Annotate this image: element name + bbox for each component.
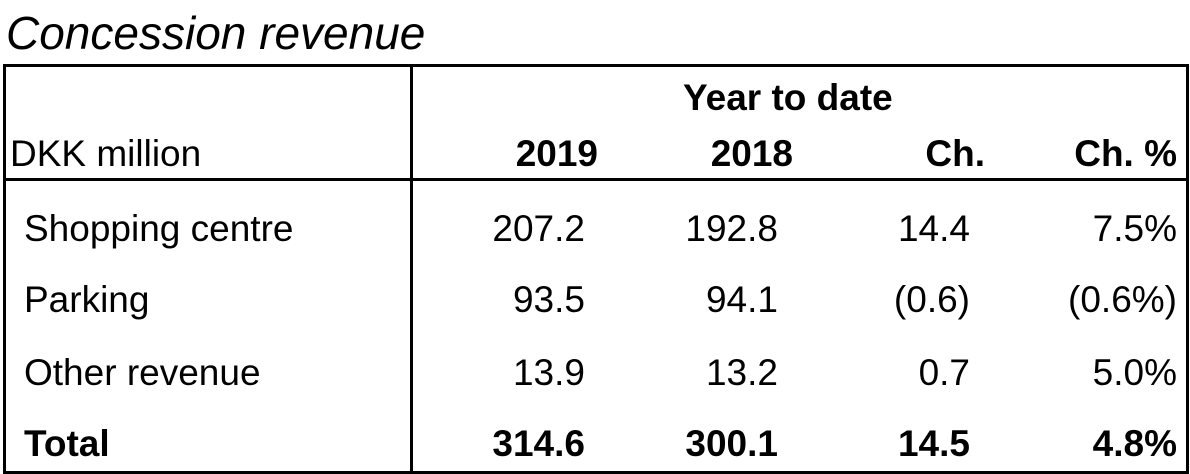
header-unit: DKK million: [10, 133, 202, 174]
table-cell: 93.5: [512, 279, 585, 320]
table-cell: 5.0%: [1092, 352, 1177, 393]
row-label: Total: [24, 423, 110, 464]
table-cell: 13.2: [705, 352, 778, 393]
table-cell: 7.5%: [1092, 208, 1177, 249]
header-2019: 2019: [515, 133, 598, 174]
row-label: Other revenue: [24, 352, 261, 393]
table-cell: 4.8%: [1092, 423, 1177, 464]
row-label: Shopping centre: [24, 208, 294, 249]
table-cell: 207.2: [492, 208, 585, 249]
header-change-percent: Ch. %: [1074, 133, 1177, 174]
table-cell: (0.6): [893, 279, 970, 320]
table-title: Concession revenue: [6, 7, 426, 59]
table-cell: 0.7: [918, 352, 970, 393]
row-label: Parking: [24, 279, 150, 320]
table-cell: 14.5: [897, 423, 970, 464]
header-group-year-to-date: Year to date: [683, 77, 893, 118]
header-divider: [3, 178, 1189, 181]
column-divider: [410, 64, 413, 474]
table-cell: 14.4: [897, 208, 970, 249]
header-2018: 2018: [710, 133, 793, 174]
table-cell: 94.1: [705, 279, 778, 320]
table-border: [3, 64, 1189, 474]
table-cell: 314.6: [492, 423, 585, 464]
table-cell: 13.9: [512, 352, 585, 393]
table-cell: 300.1: [685, 423, 778, 464]
table-cell: (0.6%): [1068, 279, 1177, 320]
header-change: Ch.: [925, 133, 985, 174]
table-cell: 192.8: [685, 208, 778, 249]
